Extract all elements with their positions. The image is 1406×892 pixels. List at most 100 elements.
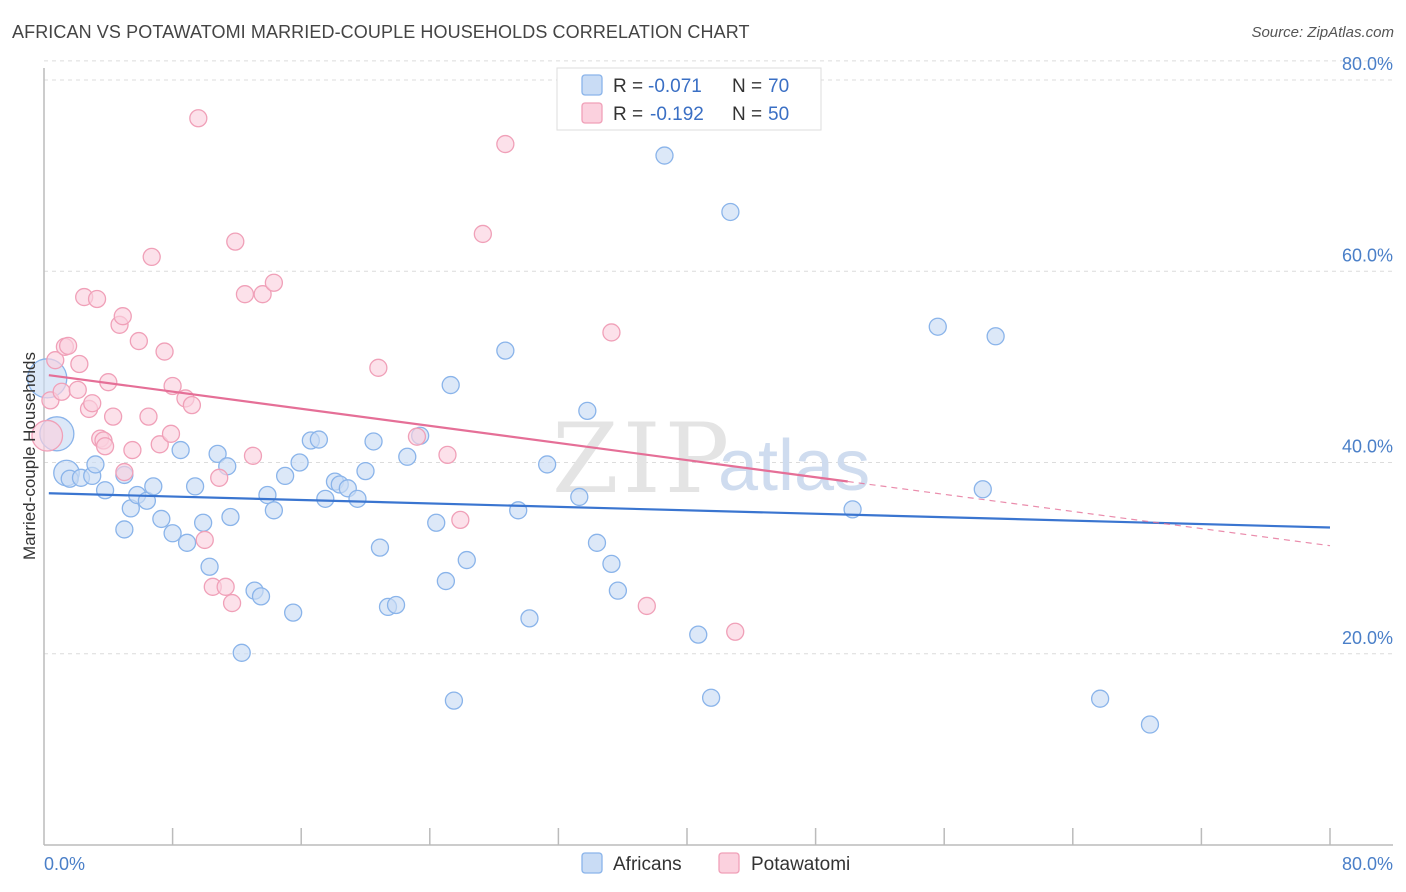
- point-potawatomi: [216, 577, 235, 596]
- trend-lines: [48, 374, 1331, 547]
- bottom-legend: Africans Potawatomi: [581, 852, 850, 875]
- point-africans: [364, 432, 383, 451]
- point-potawatomi: [182, 395, 202, 415]
- trend-line-extension-potawatomi: [847, 480, 1331, 547]
- point-africans: [444, 691, 464, 710]
- point-potawatomi: [602, 323, 621, 342]
- data-points: [27, 109, 1160, 734]
- point-potawatomi: [451, 510, 470, 530]
- point-potawatomi: [473, 224, 492, 244]
- point-africans: [163, 524, 182, 543]
- point-africans: [177, 533, 197, 552]
- point-africans: [701, 688, 721, 707]
- point-africans: [171, 440, 190, 460]
- source-label: Source: ZipAtlas.com: [1251, 24, 1394, 41]
- point-africans: [309, 430, 329, 449]
- point-potawatomi: [31, 419, 64, 452]
- point-potawatomi: [195, 530, 214, 550]
- point-africans: [520, 609, 539, 628]
- y-tick-label: 60.0%: [1342, 245, 1393, 265]
- x-tick-label: 80.0%: [1342, 854, 1393, 874]
- watermark-atlas: atlas: [718, 426, 870, 506]
- point-potawatomi: [189, 109, 208, 128]
- point-potawatomi: [115, 462, 134, 482]
- point-potawatomi: [46, 351, 65, 370]
- point-potawatomi: [726, 622, 745, 641]
- point-africans: [275, 466, 295, 486]
- point-africans: [496, 341, 515, 360]
- point-potawatomi: [139, 407, 158, 426]
- point-africans: [973, 480, 992, 499]
- point-potawatomi: [103, 407, 123, 426]
- point-africans: [1090, 689, 1110, 708]
- point-potawatomi: [150, 435, 169, 454]
- trend-line-africans: [48, 492, 1331, 529]
- point-africans: [370, 538, 390, 557]
- legend-swatch-africans: [581, 74, 603, 96]
- point-africans: [284, 603, 303, 622]
- point-potawatomi: [369, 358, 388, 377]
- point-potawatomi: [95, 437, 115, 456]
- point-africans: [152, 509, 171, 529]
- y-tick-label: 40.0%: [1342, 437, 1393, 457]
- legend-n-label: N =: [732, 76, 762, 97]
- x-tick-label: 0.0%: [44, 854, 85, 874]
- point-potawatomi: [155, 342, 174, 361]
- chart-title: AFRICAN VS POTAWATOMI MARRIED-COUPLE HOU…: [12, 22, 750, 42]
- point-africans: [221, 507, 240, 527]
- y-tick-label: 80.0%: [1342, 54, 1393, 74]
- legend-n-value-potawatomi: 50: [768, 104, 789, 125]
- point-africans: [144, 477, 163, 496]
- trend-line-potawatomi: [48, 374, 848, 483]
- point-africans: [1140, 715, 1160, 734]
- point-africans: [290, 453, 309, 472]
- point-potawatomi: [52, 382, 71, 401]
- point-potawatomi: [235, 285, 255, 304]
- point-potawatomi: [253, 285, 272, 304]
- point-africans: [386, 595, 406, 615]
- point-africans: [509, 501, 528, 520]
- point-africans: [537, 455, 557, 474]
- point-potawatomi: [243, 446, 263, 465]
- point-africans: [398, 447, 417, 466]
- point-potawatomi: [70, 354, 89, 374]
- point-africans: [986, 327, 1005, 346]
- point-potawatomi: [407, 427, 427, 446]
- y-tick-label: 20.0%: [1342, 628, 1393, 648]
- point-africans: [200, 557, 219, 576]
- legend: R = -0.071 N = 70 R = -0.192 N = 50: [556, 67, 822, 131]
- point-africans: [356, 461, 375, 481]
- point-africans: [86, 455, 105, 474]
- legend-r-label: R =: [613, 76, 643, 97]
- gridlines: [44, 60, 1393, 655]
- point-potawatomi: [264, 273, 284, 292]
- point-potawatomi: [68, 380, 87, 399]
- point-potawatomi: [87, 289, 107, 309]
- tick-labels: 20.0% 40.0% 60.0% 80.0% 0.0% 80.0%: [44, 54, 1393, 874]
- legend-swatch-potawatomi: [581, 102, 603, 124]
- axes: [43, 68, 1393, 846]
- point-africans: [427, 513, 446, 532]
- point-africans: [251, 587, 271, 606]
- point-africans: [348, 489, 367, 508]
- point-africans: [578, 401, 597, 421]
- legend-r-label: R =: [613, 104, 643, 125]
- bottom-legend-swatch-africans: [581, 852, 603, 874]
- point-potawatomi: [123, 440, 142, 460]
- point-potawatomi: [113, 307, 132, 326]
- y-axis-label: Married-couple Households: [20, 352, 39, 560]
- point-potawatomi: [222, 593, 242, 613]
- point-africans: [441, 375, 460, 395]
- legend-n-value-africans: 70: [768, 76, 789, 97]
- point-africans: [570, 487, 589, 507]
- watermark: ZIP atlas: [552, 403, 870, 515]
- point-africans: [208, 444, 227, 464]
- legend-r-value-africans: -0.071: [648, 76, 702, 97]
- point-africans: [436, 571, 456, 591]
- legend-r-value-potawatomi: -0.192: [650, 104, 704, 125]
- point-potawatomi: [161, 424, 181, 443]
- point-africans: [258, 485, 277, 505]
- bottom-legend-label-africans: Africans: [613, 854, 682, 875]
- point-potawatomi: [129, 331, 148, 351]
